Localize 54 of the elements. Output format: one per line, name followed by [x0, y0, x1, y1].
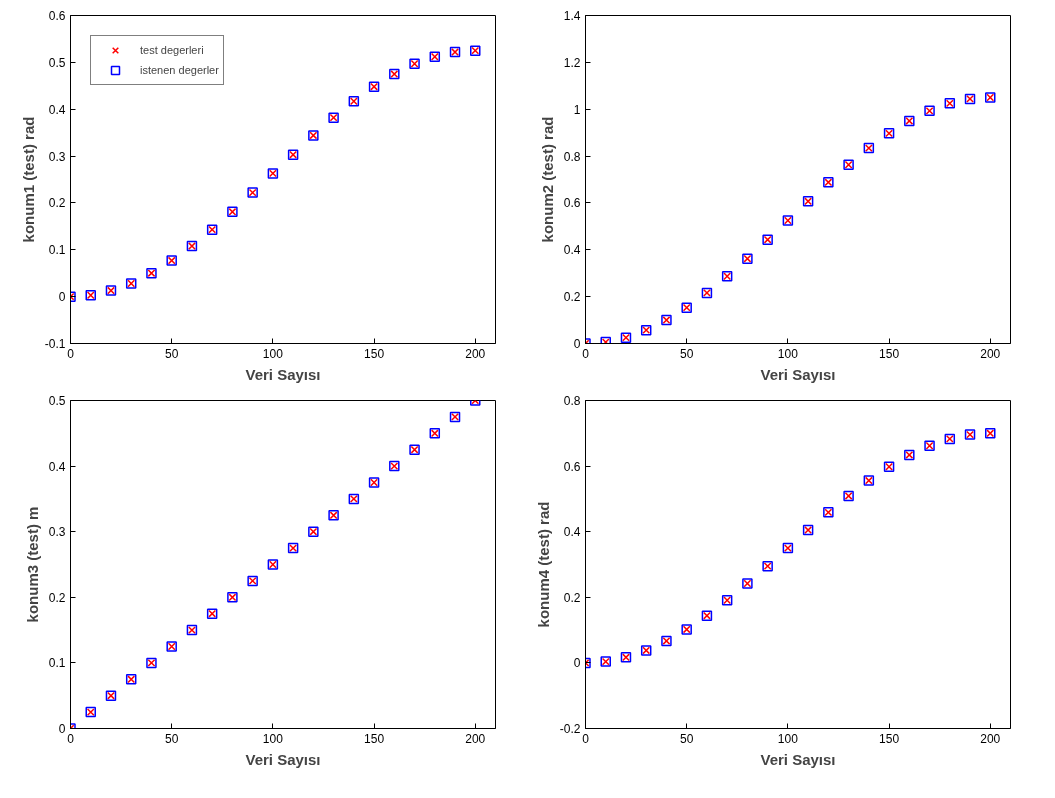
y-tick-label: 0.6	[563, 459, 581, 474]
legend-label: istenen degerler	[140, 64, 219, 76]
x-tick-label: 200	[980, 731, 1001, 746]
x-tick-label: 200	[465, 346, 486, 361]
y-tick-label: 0.8	[563, 394, 581, 408]
x-tick-label: 200	[465, 731, 486, 746]
y-tick-label: 0.2	[48, 196, 66, 211]
y-tick-label: 0.6	[563, 196, 581, 211]
y-tick-label: 0.2	[563, 290, 581, 305]
y-tick-label: 0.4	[48, 459, 66, 474]
y-axis-title: konum3 (test) m	[23, 506, 41, 623]
y-tick-label: 1	[573, 102, 581, 117]
y-tick-label: 0.4	[563, 243, 581, 258]
x-axis-title: Veri Sayısı	[245, 750, 321, 768]
y-tick-label: -0.2	[559, 722, 581, 736]
x-tick-label: 150	[879, 346, 900, 361]
x-tick-label: 50	[165, 731, 179, 746]
x-axis-title: Veri Sayısı	[760, 750, 836, 768]
y-tick-label: 1.4	[563, 9, 581, 23]
y-tick-label: 0	[58, 722, 66, 736]
x-tick-label: 50	[680, 346, 694, 361]
y-tick-label: 1.2	[563, 55, 581, 70]
y-tick-label: -0.1	[44, 337, 66, 351]
x-tick-label: 50	[165, 346, 179, 361]
legend-label: test degerleri	[140, 44, 204, 56]
x-tick-label: 150	[879, 731, 900, 746]
x-axis-title: Veri Sayısı	[760, 365, 836, 383]
y-tick-label: 0.5	[48, 394, 66, 408]
y-tick-label: 0.4	[563, 525, 581, 540]
y-tick-label: 0.3	[48, 525, 66, 540]
y-axis-title: konum2 (test) rad	[538, 116, 556, 243]
x-tick-label: 100	[777, 346, 799, 361]
y-tick-label: 0.6	[48, 9, 66, 23]
x-tick-label: 100	[262, 346, 284, 361]
y-tick-label: 0.2	[563, 590, 581, 605]
y-tick-label: 0.1	[48, 243, 66, 258]
y-tick-label: 0	[573, 656, 581, 671]
x-tick-label: 100	[777, 731, 799, 746]
x-tick-label: 50	[680, 731, 694, 746]
y-tick-label: 0	[58, 290, 66, 305]
y-tick-label: 0.1	[48, 656, 66, 671]
x-tick-label: 200	[980, 346, 1001, 361]
x-axis-title: Veri Sayısı	[245, 365, 321, 383]
y-tick-label: 0.3	[48, 149, 66, 164]
y-axis-title: konum1 (test) rad	[19, 116, 37, 243]
x-tick-label: 150	[364, 731, 385, 746]
y-tick-label: 0.8	[563, 149, 581, 164]
y-tick-label: 0.2	[48, 590, 66, 605]
y-axis-title: konum4 (test) rad	[534, 501, 552, 628]
y-tick-label: 0.4	[48, 102, 66, 117]
y-tick-label: 0	[573, 337, 581, 351]
x-tick-label: 100	[262, 731, 284, 746]
x-tick-label: 150	[364, 346, 385, 361]
y-tick-label: 0.5	[48, 55, 66, 70]
